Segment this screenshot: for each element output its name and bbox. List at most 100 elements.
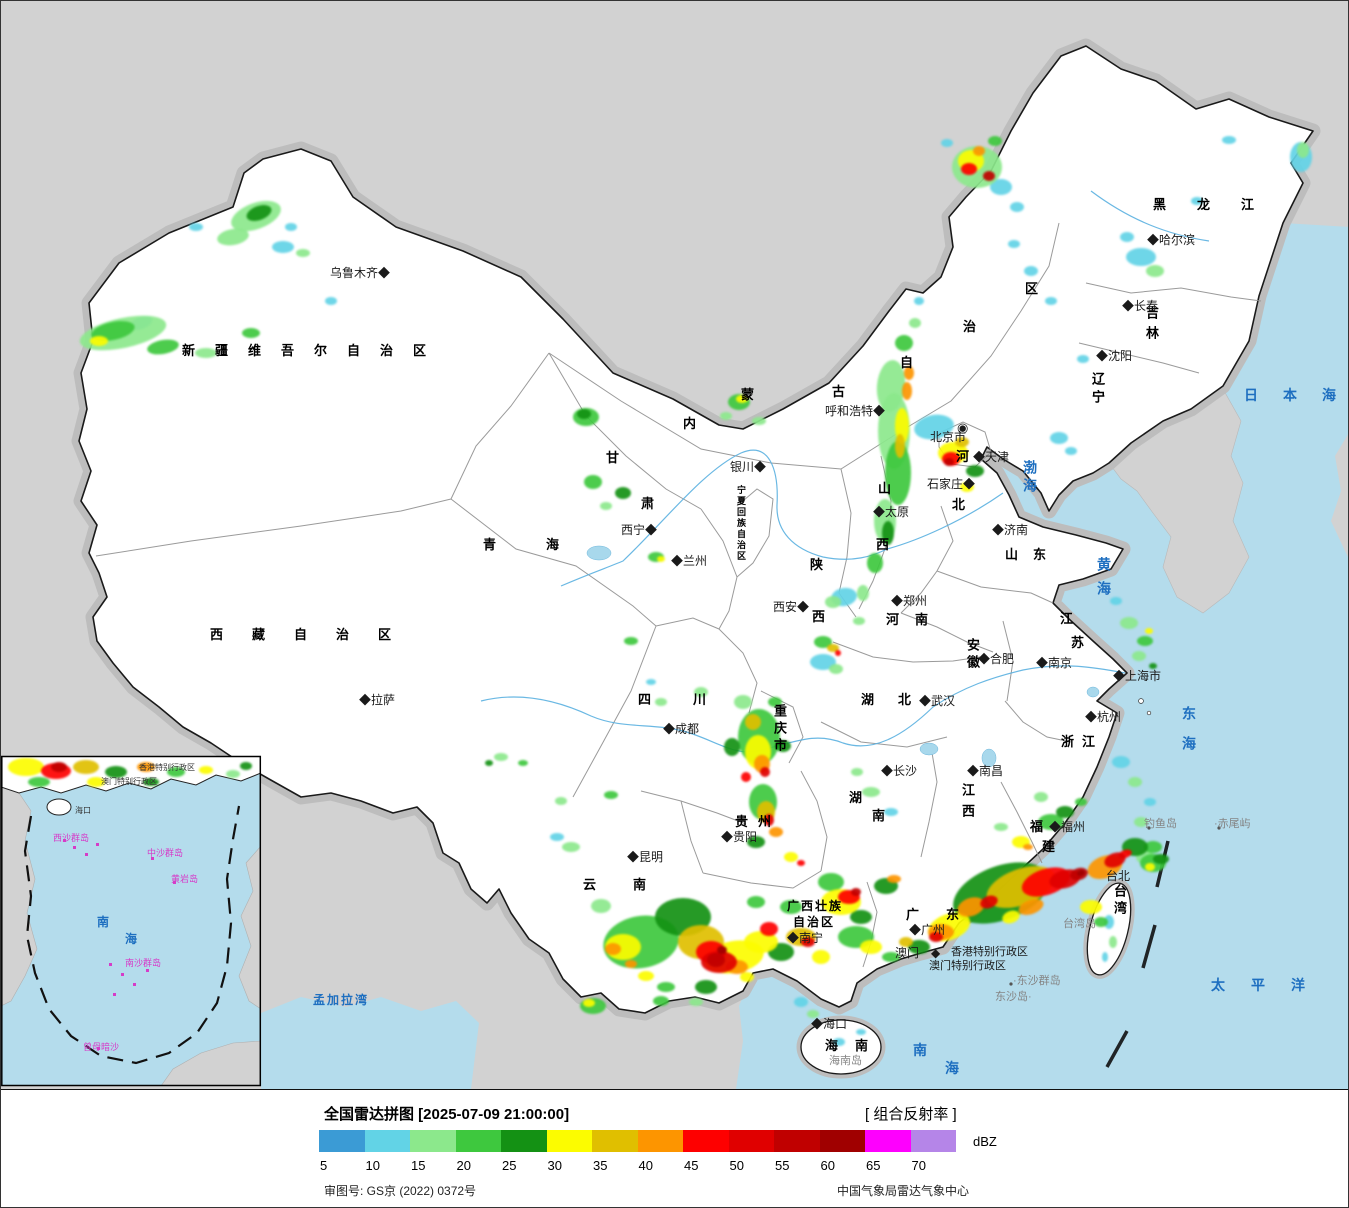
echo-10dbz (1112, 756, 1130, 768)
echo-15dbz (853, 617, 865, 625)
echo-15dbz (195, 348, 217, 358)
legend-value-15: 15 (411, 1158, 426, 1173)
echo-40dbz (1018, 899, 1044, 915)
echo-10dbz (1126, 248, 1156, 266)
legend-value-35: 35 (593, 1158, 608, 1173)
echo-10dbz (1045, 297, 1057, 305)
china-mainland (78, 45, 1314, 1014)
taihu-lake (1086, 686, 1100, 698)
echo-30dbz (1145, 628, 1153, 634)
inset-radar-echoes (8, 758, 252, 787)
echo-10dbz (550, 833, 564, 841)
dbz-color-scale (319, 1130, 956, 1152)
poyang-lake (981, 748, 997, 768)
echo-60dbz (1077, 869, 1085, 877)
echo-25dbz (615, 487, 631, 499)
echo-25dbz (775, 740, 791, 752)
echo-30dbz (812, 950, 830, 964)
echo-35dbz (745, 714, 761, 730)
echo-25dbz (695, 980, 717, 994)
legend-color-5 (319, 1130, 365, 1152)
echo-15dbz (857, 585, 869, 601)
echo-15dbz (994, 823, 1008, 831)
echo-25dbz (724, 738, 740, 756)
echo-30dbz (638, 971, 654, 981)
china-radar-map (1, 1, 1348, 1089)
echo-40dbz (973, 146, 985, 156)
echo-30dbz (736, 395, 748, 403)
legend-color-50 (728, 1130, 774, 1152)
echo-50dbz (980, 895, 998, 909)
echo-55dbz (707, 953, 725, 967)
legend-color-55 (774, 1130, 820, 1152)
echo-15dbz (1297, 142, 1309, 158)
echo-40dbz (625, 960, 637, 968)
echo-20dbz (780, 900, 802, 914)
echo-25dbz (908, 940, 930, 954)
echo-15dbz (720, 412, 732, 420)
echo-15dbz (825, 596, 841, 608)
legend-value-30: 30 (547, 1158, 562, 1173)
echo-45dbz (835, 650, 841, 656)
echo-15dbz (1134, 817, 1148, 827)
inset-hainan (46, 798, 72, 816)
echo-45dbz (760, 922, 778, 936)
legend-color-25 (501, 1130, 547, 1152)
legend-value-5: 5 (320, 1158, 328, 1173)
south-china-sea-inset (1, 756, 261, 1086)
inset-philippines (238, 845, 261, 1010)
echo-10dbz (1120, 232, 1134, 242)
echo-20dbz (1038, 814, 1064, 830)
echo-15dbz (909, 318, 921, 328)
chiwei-islet-dot (1217, 826, 1221, 830)
echo-25dbz (143, 778, 159, 786)
echo-10dbz (1050, 432, 1068, 444)
echo-40dbz (902, 382, 912, 400)
echo-15dbz (562, 842, 580, 852)
echo-30dbz (583, 999, 595, 1007)
legend-value-45: 45 (684, 1158, 699, 1173)
echo-10dbz (1191, 197, 1203, 205)
echo-20dbz (747, 896, 765, 908)
legend-value-70: 70 (911, 1158, 926, 1173)
echo-20dbz (818, 873, 844, 891)
echo-20dbz (1075, 798, 1087, 806)
echo-25dbz (747, 836, 765, 848)
echo-10dbz (1077, 355, 1089, 363)
echo-15dbz (1146, 265, 1164, 277)
agency-name: 中国气象局雷达气象中心 (837, 1184, 970, 1198)
echo-50dbz (801, 937, 815, 947)
echo-15dbz (829, 664, 843, 674)
echo-40dbz (1023, 844, 1033, 850)
echo-10dbz (1024, 266, 1038, 276)
echo-25dbz (1149, 663, 1157, 669)
echo-20dbz (882, 952, 900, 962)
legend-value-60: 60 (820, 1158, 835, 1173)
echo-10dbz (1065, 447, 1077, 455)
echo-35dbz (895, 434, 905, 458)
legend-value-25: 25 (502, 1158, 517, 1173)
echo-30dbz (784, 852, 798, 862)
echo-40dbz (904, 366, 914, 380)
legend-value-10: 10 (365, 1158, 380, 1173)
echo-20dbz (1137, 636, 1153, 646)
echo-15dbz (1128, 777, 1142, 787)
echo-30dbz (1080, 900, 1102, 914)
echo-20dbz (91, 321, 135, 341)
echo-15dbz (752, 417, 766, 425)
echo-20dbz (885, 441, 911, 505)
echo-10dbz (941, 139, 953, 147)
echo-20dbz (28, 777, 50, 787)
echo-15dbz (807, 1010, 819, 1018)
echo-30dbz (8, 758, 44, 776)
echo-55dbz (944, 458, 954, 466)
echo-15dbz (296, 249, 310, 257)
echo-30dbz (87, 777, 105, 787)
echo-40dbz (769, 827, 783, 837)
zhoushan-islet (1138, 698, 1144, 704)
echo-55dbz (851, 888, 861, 896)
dongting-lake (919, 742, 939, 756)
echo-15dbz (217, 228, 249, 246)
echo-25dbz (105, 766, 127, 778)
echo-15dbz (689, 998, 703, 1006)
